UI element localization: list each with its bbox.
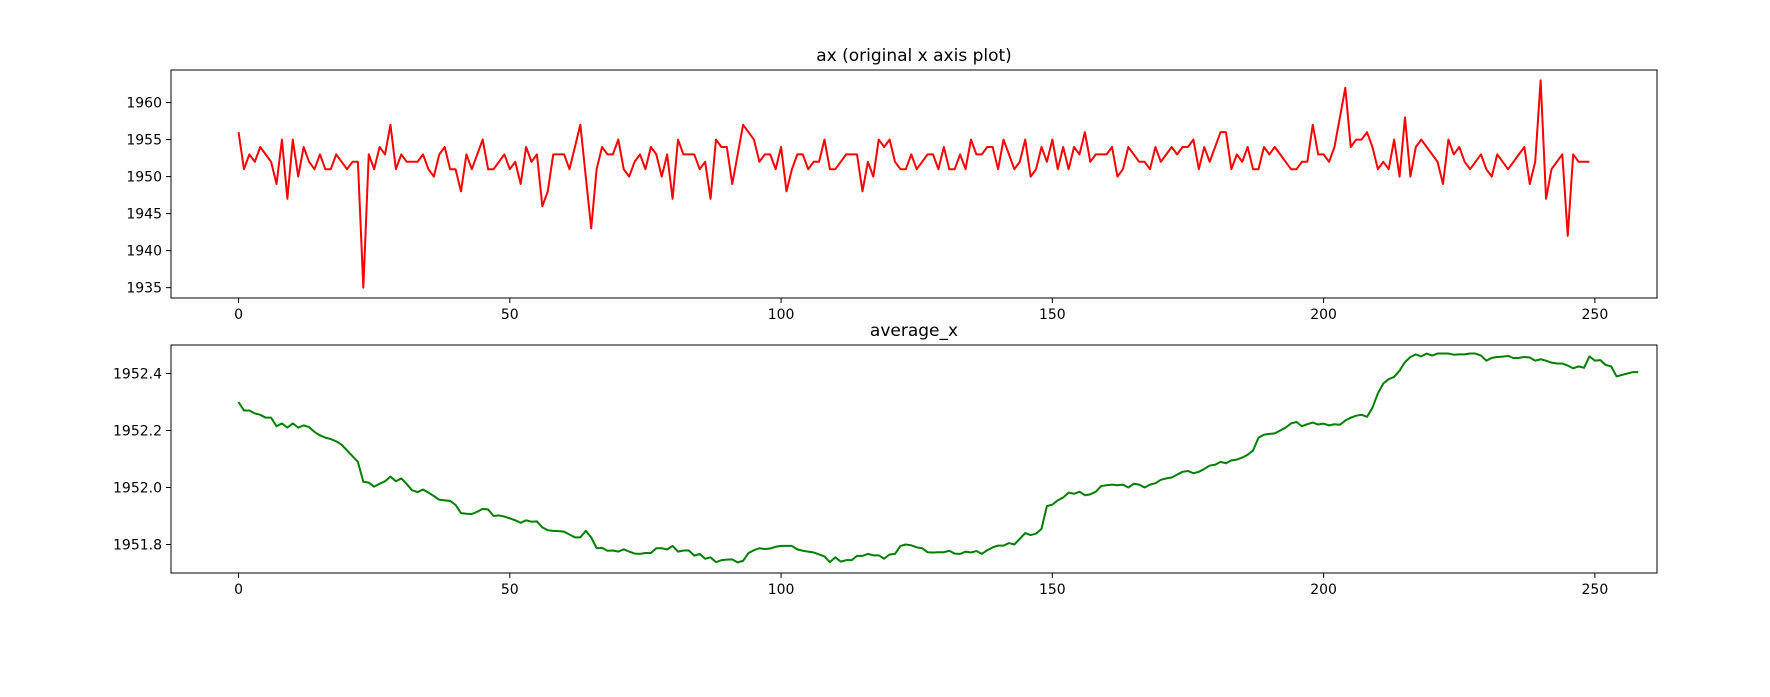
x-tick-label: 0 [234, 307, 243, 323]
x-tick-label: 50 [501, 307, 519, 323]
y-tick-label: 1950 [126, 170, 162, 186]
series-line-ax [237, 79, 1590, 289]
tick-layer: 0 50 100 150 200 250 1951.8 1952.0 1952.2 1952.4 [113, 367, 1608, 599]
axes-frame [170, 69, 1658, 299]
y-tick-label: 1940 [126, 244, 162, 260]
x-tick-label: 100 [768, 307, 795, 323]
panel-title: average_x [870, 321, 958, 341]
y-tick-label: 1935 [126, 281, 162, 297]
panel-ax-original: ax (original x axis plot) 0 50 100 150 200 25… [126, 46, 1658, 323]
x-tick-label: 200 [1310, 307, 1337, 323]
axes-frame [170, 344, 1658, 574]
x-tick-label: 250 [1582, 307, 1609, 323]
y-tick-label: 1951.8 [113, 538, 162, 554]
y-tick-label: 1960 [126, 96, 162, 112]
panel-average-x: average_x 0 50 100 150 200 250 1951.8 1952.0 195… [113, 321, 1658, 599]
x-tick-label: 150 [1039, 582, 1066, 598]
tick-layer: 0 50 100 150 200 250 1935 1940 1945 1950 1955 1960 [126, 96, 1608, 323]
y-tick-label: 1952.0 [113, 481, 162, 497]
y-tick-label: 1955 [126, 133, 162, 149]
series-line-average-x [237, 352, 1639, 564]
x-tick-label: 100 [768, 582, 795, 598]
x-tick-label: 150 [1039, 307, 1066, 323]
y-tick-label: 1945 [126, 207, 162, 223]
x-tick-label: 0 [234, 582, 243, 598]
x-tick-label: 250 [1582, 582, 1609, 598]
y-tick-label: 1952.2 [113, 424, 162, 440]
x-tick-label: 50 [501, 582, 519, 598]
x-tick-label: 200 [1310, 582, 1337, 598]
y-tick-label: 1952.4 [113, 367, 162, 383]
panel-title: ax (original x axis plot) [816, 46, 1012, 66]
